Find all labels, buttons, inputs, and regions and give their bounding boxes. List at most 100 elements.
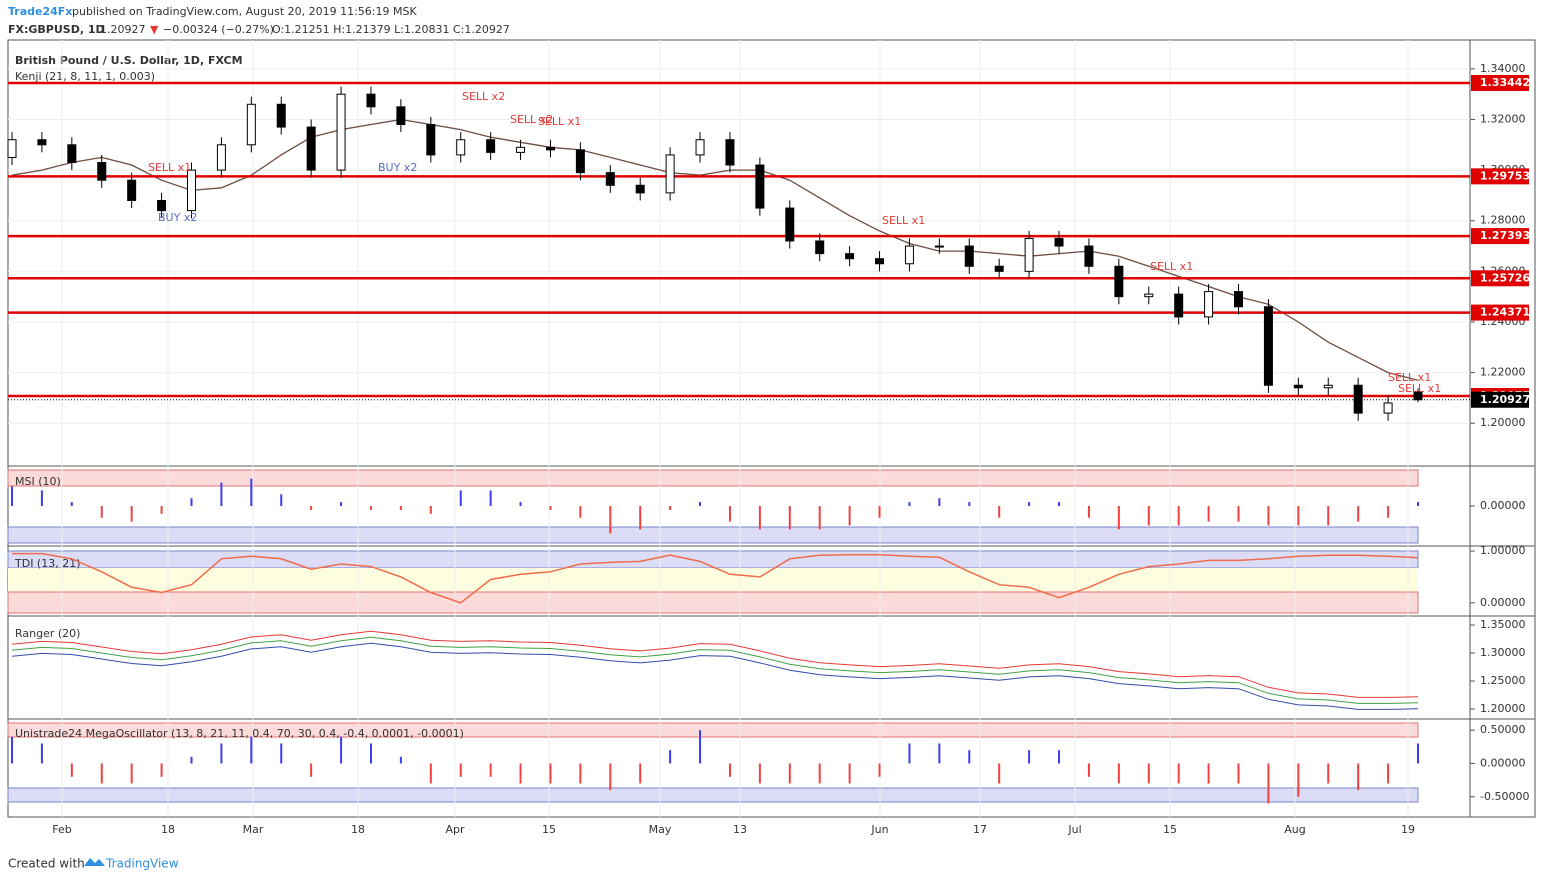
y-tick-label: 1.30000 (1480, 646, 1526, 659)
y-tick-label: 1.22000 (1480, 366, 1526, 379)
candle-body (635, 184, 645, 194)
x-tick-label: 15 (1163, 823, 1177, 836)
tdi-line (12, 552, 1419, 604)
candle-body (516, 146, 526, 153)
lower-band (7, 591, 1419, 614)
candle-body (486, 139, 496, 153)
candle-body (127, 179, 137, 201)
candle-body (1263, 306, 1273, 386)
footer-created: Created with (8, 857, 85, 871)
x-tick-label: 19 (1401, 823, 1415, 836)
x-tick-label: Apr (445, 823, 465, 836)
candle-body (1234, 291, 1244, 308)
x-tick-label: Mar (243, 823, 264, 836)
lower-band (7, 787, 1419, 803)
y-tick-label: 1.20000 (1480, 702, 1526, 715)
x-tick-label: May (649, 823, 672, 836)
signal-label: SELL x1 (1388, 371, 1431, 384)
candle-body (815, 240, 825, 255)
symbol: FX:GBPUSD, 1D (8, 23, 105, 36)
ranger-line (11, 630, 1419, 698)
y-tick-label: 0.00000 (1480, 756, 1526, 769)
x-tick-label: 18 (161, 823, 175, 836)
x-tick-label: 13 (733, 823, 747, 836)
y-tick-label: 0.00000 (1480, 499, 1526, 512)
candle-body (1114, 265, 1124, 298)
tv-logo (84, 858, 105, 866)
signal-label: SELL x1 (1150, 260, 1193, 273)
candle-body (186, 169, 196, 212)
x-tick-label: 17 (973, 823, 987, 836)
signal-label: SELL x1 (1398, 382, 1441, 395)
candle-body (1353, 384, 1363, 414)
candle-body (994, 265, 1004, 272)
y-tick-label: 1.35000 (1480, 618, 1526, 631)
last-label: 1.20927 (1480, 393, 1530, 406)
candle-body (276, 103, 286, 128)
publisher: Trade24Fx (8, 5, 72, 18)
signal-label: SELL x2 (510, 113, 553, 126)
y-tick-label: 1.28000 (1480, 214, 1526, 227)
candle-body (1024, 237, 1034, 272)
x-tick-label: Feb (52, 823, 71, 836)
y-tick-label: 1.25000 (1480, 674, 1526, 687)
candle-body (845, 253, 855, 260)
candle-body (1323, 384, 1333, 389)
candle-body (426, 124, 436, 156)
candle-body (1204, 291, 1214, 318)
signal-label: BUY x2 (378, 161, 417, 174)
pane-title: TDI (13, 21) (14, 557, 81, 570)
candle-body (306, 126, 316, 171)
candle-body (665, 154, 675, 194)
arrow: ▼ (150, 23, 159, 36)
y-tick-label: 1.32000 (1480, 112, 1526, 125)
x-tick-label: Jul (1067, 823, 1081, 836)
middle-band (8, 568, 1418, 592)
y-tick-label: 0.50000 (1480, 723, 1526, 736)
level-label: 1.27393 (1480, 229, 1530, 242)
candle-body (725, 139, 735, 166)
candle-body (97, 162, 107, 181)
frame (7, 39, 1536, 818)
candle-body (755, 164, 765, 209)
candle-body (875, 258, 885, 265)
candle-body (1054, 237, 1064, 247)
y-tick-label: 0.00000 (1480, 596, 1526, 609)
ranger-line (11, 642, 1419, 710)
candle-body (904, 245, 914, 265)
candle-body (216, 144, 226, 171)
candle-body (785, 207, 795, 242)
candle-body (366, 93, 376, 108)
candle-body (157, 199, 167, 212)
indicator-title: Kenji (21, 8, 11, 1, 0.003) (15, 70, 155, 83)
level-label: 1.25726 (1480, 271, 1530, 284)
ohlc: O:1.21251 H:1.21379 L:1.20831 C:1.20927 (272, 23, 510, 36)
level-label: 1.29753 (1480, 169, 1530, 182)
candle-body (37, 139, 47, 146)
level-label: 1.24371 (1480, 306, 1530, 319)
candle-body (934, 245, 944, 248)
x-tick-label: Aug (1284, 823, 1305, 836)
y-tick-label: 1.00000 (1480, 544, 1526, 557)
x-tick-label: Jun (870, 823, 888, 836)
x-tick-label: 18 (351, 823, 365, 836)
pane-title: Unistrade24 MegaOscillator (13, 8, 21, 1… (15, 727, 464, 740)
signal-label: BUY x2 (158, 211, 197, 224)
ranger-line (11, 636, 1419, 704)
signal-label: SELL x1 (882, 214, 925, 227)
pane-title: MSI (10) (15, 475, 61, 488)
candle-body (67, 144, 77, 164)
last-tag (1471, 391, 1529, 408)
candle-body (396, 106, 406, 126)
footer-brand: TradingView (105, 857, 179, 871)
candle-body (575, 149, 585, 174)
candle-body (1293, 384, 1303, 389)
signal-label: SELL x1 (538, 115, 581, 128)
candle-body (1413, 391, 1423, 401)
candle-body (605, 172, 615, 186)
candle-body (7, 139, 17, 158)
candle-body (1383, 402, 1393, 414)
candle-body (1174, 293, 1184, 318)
published: published on TradingView.com, August 20,… (72, 5, 417, 18)
